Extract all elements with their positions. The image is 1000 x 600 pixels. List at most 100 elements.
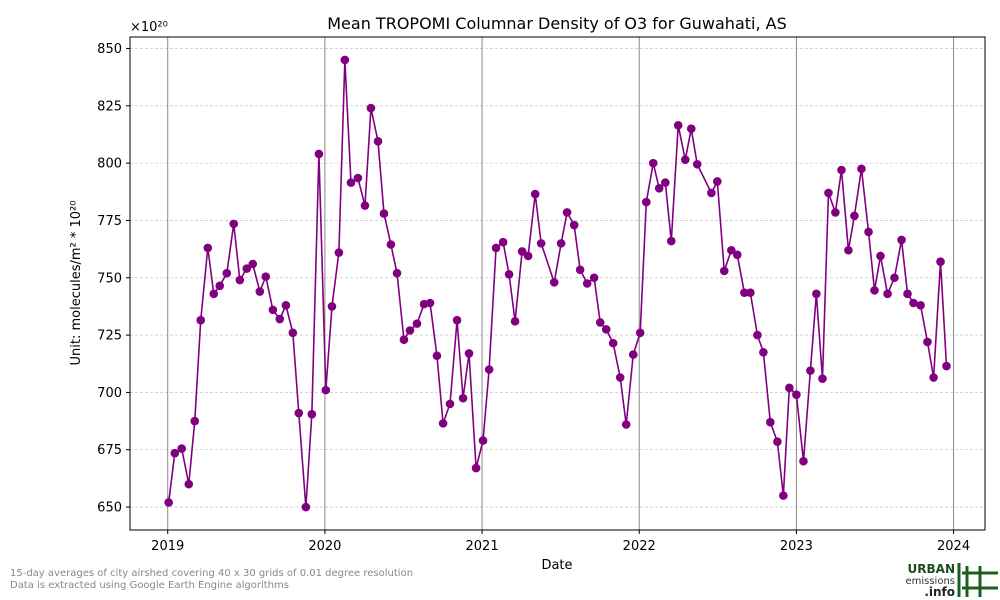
data-point [890, 273, 899, 283]
data-point [692, 159, 702, 169]
data-point [235, 275, 245, 285]
chart-title: Mean TROPOMI Columnar Density of O3 for … [327, 14, 787, 33]
data-point [733, 250, 742, 260]
data-point [601, 325, 611, 334]
data-point [203, 243, 213, 253]
data-point [452, 315, 462, 325]
data-point [510, 317, 520, 326]
data-point [275, 314, 285, 324]
data-point [294, 408, 304, 418]
footer-note: Data is extracted using Google Earth Eng… [10, 580, 289, 591]
offset-label: ×10²⁰ [130, 20, 168, 35]
data-point [281, 300, 291, 310]
data-point [190, 416, 200, 426]
data-point [360, 201, 370, 210]
logo-text: emissions [905, 576, 955, 587]
y-tick-label: 725 [97, 329, 122, 344]
logo-mark [957, 563, 998, 597]
data-point [680, 155, 690, 164]
data-point [268, 305, 278, 315]
data-point [844, 245, 853, 255]
data-point [916, 300, 925, 310]
data-point [261, 272, 271, 281]
data-point [909, 298, 918, 308]
data-point [942, 361, 951, 371]
data-point [184, 479, 194, 489]
data-point [379, 209, 389, 218]
data-point [740, 288, 749, 297]
y-tick-label: 650 [97, 501, 122, 516]
data-point [327, 302, 337, 311]
data-point [399, 335, 409, 344]
data-point [595, 318, 605, 327]
x-tick-label: 2023 [780, 539, 813, 554]
data-point [164, 498, 173, 507]
data-point [549, 278, 559, 287]
y-tick-label: 825 [97, 99, 122, 114]
data-point [386, 240, 396, 249]
data-point [642, 197, 651, 207]
data-point [229, 219, 239, 229]
data-point [719, 266, 729, 276]
x-tick-label: 2020 [308, 539, 341, 554]
data-point [753, 330, 762, 340]
data-point [556, 239, 566, 248]
data-point [870, 286, 879, 295]
data-point [707, 188, 716, 198]
data-point [661, 178, 670, 187]
data-point [654, 184, 664, 193]
data-point [562, 208, 572, 217]
y-tick-label: 775 [97, 214, 122, 229]
data-point [589, 273, 599, 283]
data-point [301, 502, 311, 512]
y-tick-label: 750 [97, 271, 122, 286]
data-point [857, 164, 866, 174]
data-point [897, 235, 906, 245]
data-point [666, 236, 676, 246]
data-point [923, 337, 932, 347]
data-point [196, 315, 206, 325]
data-point [582, 279, 592, 288]
data-point [373, 137, 383, 146]
plot-frame [129, 36, 986, 531]
data-point [340, 55, 350, 65]
data-line [167, 59, 948, 508]
data-point [727, 245, 736, 255]
data-point [648, 158, 658, 168]
data-point [445, 399, 455, 409]
data-point [903, 289, 912, 299]
data-point [766, 417, 775, 427]
logo-text: .info [924, 585, 955, 599]
data-point [209, 289, 219, 299]
data-point [575, 265, 585, 275]
data-point [608, 338, 618, 348]
data-point [818, 374, 827, 383]
data-point [773, 437, 782, 447]
data-point [491, 243, 501, 253]
data-point [504, 270, 514, 279]
data-point [478, 436, 488, 445]
data-point [569, 220, 579, 230]
data-point [621, 420, 631, 429]
data-point [799, 456, 808, 466]
x-tick-label: 2024 [937, 539, 970, 554]
data-point [242, 264, 252, 273]
data-point [628, 350, 638, 359]
data-point [464, 349, 474, 358]
y-tick-label: 700 [97, 386, 122, 401]
data-point [785, 383, 794, 393]
data-point [883, 289, 892, 299]
data-point [498, 237, 508, 247]
y-tick-label: 800 [97, 157, 122, 172]
data-point [759, 347, 768, 357]
data-point [314, 149, 324, 159]
logo-text: URBAN [908, 562, 955, 576]
data-point [438, 419, 448, 428]
data-point [713, 177, 722, 186]
data-point [530, 189, 540, 199]
data-point [458, 393, 468, 403]
data-point [812, 289, 821, 299]
data-point [392, 268, 402, 278]
data-point [307, 409, 317, 419]
data-point [635, 328, 645, 338]
